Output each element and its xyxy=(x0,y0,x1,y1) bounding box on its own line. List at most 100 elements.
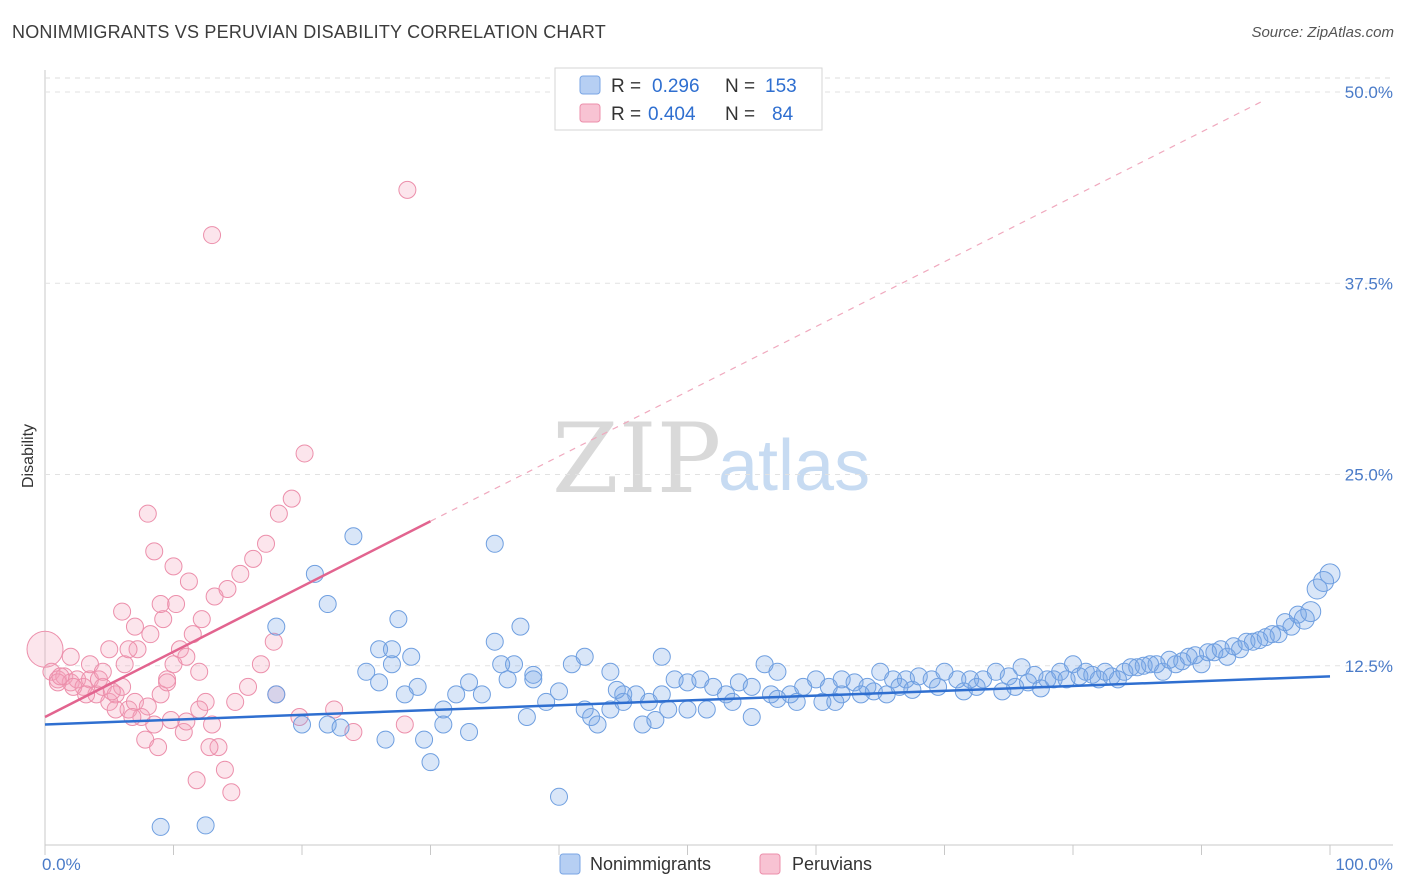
legend-swatch-nonimmigrants xyxy=(579,75,601,95)
data-point-nonimmigrants xyxy=(402,647,421,666)
data-point-peruvians xyxy=(26,630,64,668)
data-point-nonimmigrants xyxy=(884,670,903,689)
data-point-nonimmigrants xyxy=(293,715,311,734)
data-point-peruvians xyxy=(398,180,417,199)
data-point-nonimmigrants xyxy=(524,670,543,689)
data-point-nonimmigrants xyxy=(370,673,389,692)
data-point-nonimmigrants xyxy=(659,700,678,719)
data-point-peruvians xyxy=(203,715,222,734)
data-point-nonimmigrants xyxy=(517,707,536,726)
data-point-nonimmigrants xyxy=(331,718,350,737)
data-point-nonimmigrants xyxy=(498,670,517,689)
data-point-peruvians xyxy=(290,707,309,726)
legend-n-label: N = xyxy=(725,76,755,97)
data-point-peruvians xyxy=(167,595,186,614)
data-point-nonimmigrants xyxy=(524,665,543,684)
data-point-nonimmigrants xyxy=(678,700,697,719)
chart-title: NONIMMIGRANTS VS PERUVIAN DISABILITY COR… xyxy=(12,22,606,42)
data-point-nonimmigrants xyxy=(382,640,401,659)
bottom-legend: Nonimmigrants Peruvians xyxy=(559,853,872,875)
data-point-peruvians xyxy=(215,760,234,779)
data-point-nonimmigrants xyxy=(370,640,389,659)
data-point-nonimmigrants xyxy=(485,632,504,651)
data-point-peruvians xyxy=(106,700,125,719)
data-point-nonimmigrants xyxy=(460,723,479,742)
bottom-legend-swatch-peruvians xyxy=(759,853,781,875)
data-point-nonimmigrants xyxy=(742,707,761,726)
data-point-peruvians xyxy=(93,662,112,681)
data-point-peruvians xyxy=(154,610,173,629)
data-point-peruvians xyxy=(100,640,119,659)
data-point-nonimmigrants xyxy=(588,715,607,734)
data-point-nonimmigrants xyxy=(813,692,832,711)
data-point-nonimmigrants xyxy=(318,595,337,614)
legend-n-value-peruvians: 84 xyxy=(772,104,794,125)
data-point-nonimmigrants xyxy=(447,685,466,704)
data-point-nonimmigrants xyxy=(550,787,568,806)
trendlines xyxy=(44,98,1331,726)
y-tick-label: 50.0% xyxy=(1345,83,1393,102)
data-point-peruvians xyxy=(151,595,170,614)
legend-r-value-nonimmigrants: 0.296 xyxy=(652,76,700,97)
data-point-nonimmigrants xyxy=(196,816,215,835)
watermark-atlas: atlas xyxy=(718,426,870,506)
data-point-nonimmigrants xyxy=(601,662,620,681)
data-point-nonimmigrants xyxy=(1288,605,1307,624)
data-point-nonimmigrants xyxy=(267,685,286,704)
data-point-nonimmigrants xyxy=(382,655,401,674)
data-point-nonimmigrants xyxy=(858,677,877,696)
data-point-nonimmigrants xyxy=(1160,650,1179,669)
data-point-peruvians xyxy=(190,662,209,681)
data-point-peruvians xyxy=(125,617,144,636)
data-point-peruvians xyxy=(226,692,245,711)
data-point-nonimmigrants xyxy=(537,692,556,711)
data-point-nonimmigrants xyxy=(652,685,671,704)
data-point-peruvians xyxy=(187,771,206,790)
data-point-nonimmigrants xyxy=(415,730,434,749)
data-point-nonimmigrants xyxy=(1134,656,1153,675)
data-point-nonimmigrants xyxy=(505,655,524,674)
data-point-peruvians xyxy=(145,542,164,561)
data-point-nonimmigrants xyxy=(485,534,504,553)
data-point-peruvians xyxy=(51,667,70,686)
y-axis-label: Disability xyxy=(20,424,37,488)
data-point-peruvians xyxy=(218,579,237,598)
data-point-nonimmigrants xyxy=(357,662,376,681)
x-tick-label: 100.0% xyxy=(1335,855,1393,874)
data-point-peruvians xyxy=(196,692,215,711)
data-point-nonimmigrants xyxy=(652,647,671,666)
data-point-peruvians xyxy=(264,632,283,651)
legend-r-label: R = xyxy=(611,104,641,125)
data-point-nonimmigrants xyxy=(646,711,665,730)
legend-n-value-nonimmigrants: 153 xyxy=(765,76,797,97)
data-point-nonimmigrants xyxy=(151,817,170,836)
data-point-nonimmigrants xyxy=(967,677,986,696)
data-point-nonimmigrants xyxy=(607,680,626,699)
data-point-nonimmigrants xyxy=(344,527,363,546)
data-point-nonimmigrants xyxy=(1121,658,1140,677)
data-point-nonimmigrants xyxy=(460,673,479,692)
data-point-peruvians xyxy=(203,226,222,245)
data-point-peruvians xyxy=(200,738,219,757)
data-point-nonimmigrants xyxy=(1237,632,1256,651)
data-point-nonimmigrants xyxy=(267,617,286,636)
data-point-peruvians xyxy=(177,647,196,666)
data-point-peruvians xyxy=(119,640,138,659)
data-point-nonimmigrants xyxy=(826,692,845,711)
data-point-peruvians xyxy=(244,549,263,568)
data-point-peruvians xyxy=(395,715,414,734)
data-point-peruvians xyxy=(158,673,177,692)
legend-swatch-peruvians xyxy=(579,103,601,123)
trendline-peruvians xyxy=(44,520,432,719)
trendline-nonimmigrants xyxy=(44,675,1331,726)
legend-n-label: N = xyxy=(725,104,755,125)
data-point-nonimmigrants xyxy=(550,682,568,701)
data-point-peruvians xyxy=(251,655,270,674)
legend-r-value-peruvians: 0.404 xyxy=(648,104,696,125)
data-point-peruvians xyxy=(115,655,134,674)
data-point-peruvians xyxy=(145,715,164,734)
y-tick-labels: 12.5% 25.0% 37.5% 50.0% xyxy=(1345,83,1393,676)
y-tick-label: 37.5% xyxy=(1345,274,1393,293)
legend-r-label: R = xyxy=(611,76,641,97)
data-point-nonimmigrants xyxy=(421,753,440,772)
